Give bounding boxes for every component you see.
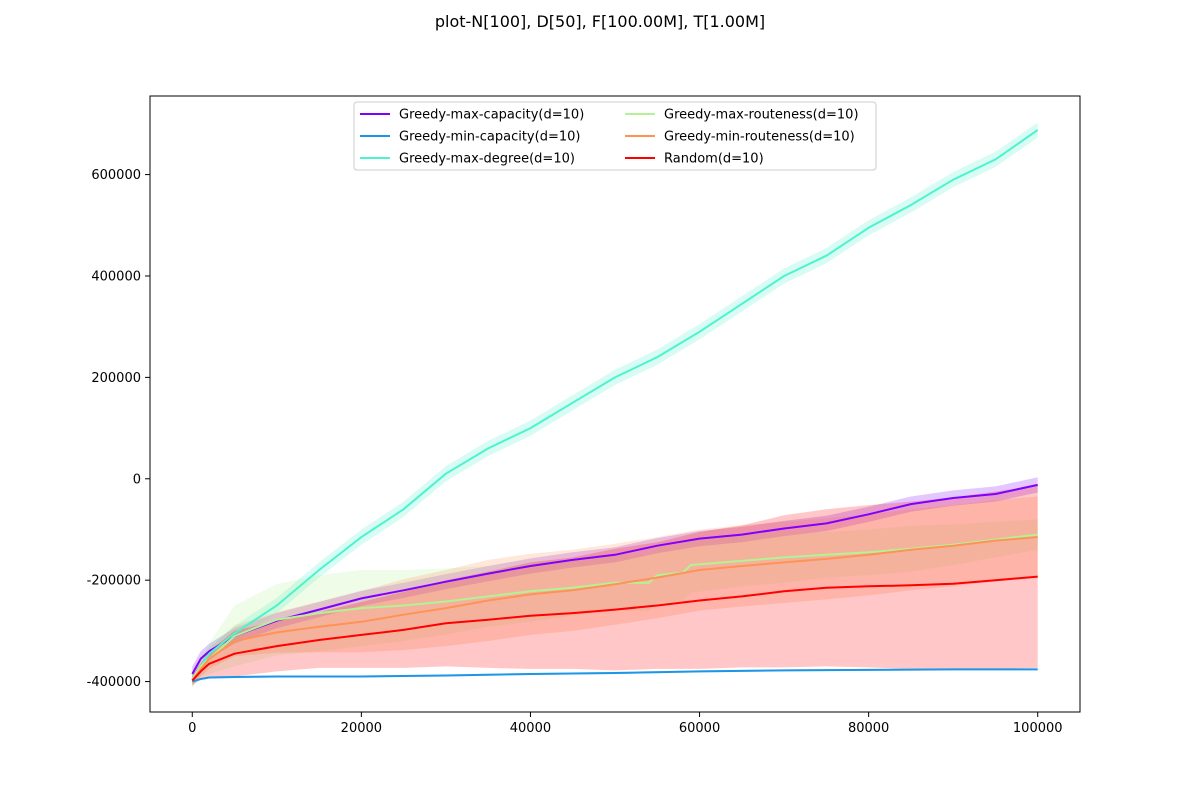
x-tick-label: 20000 bbox=[341, 721, 382, 736]
x-axis: 0 20000 40000 60000 80000 100000 bbox=[188, 712, 1063, 736]
confidence-bands bbox=[192, 122, 1038, 687]
legend-label-1: Greedy-min-capacity(d=10) bbox=[399, 130, 580, 145]
legend-label-3: Greedy-max-routeness(d=10) bbox=[664, 108, 859, 123]
series-band-3 bbox=[192, 519, 1038, 687]
series-line-1 bbox=[192, 668, 1038, 683]
x-tick-label: 60000 bbox=[679, 721, 720, 736]
series-band-0 bbox=[192, 477, 1038, 682]
x-tick-label: 0 bbox=[188, 721, 196, 736]
legend-label-0: Greedy-max-capacity(d=10) bbox=[399, 108, 584, 123]
x-tick-label: 100000 bbox=[1013, 721, 1063, 736]
x-tick-label: 40000 bbox=[510, 721, 551, 736]
series-line-5 bbox=[191, 575, 1038, 682]
legend: Greedy-max-capacity(d=10) Greedy-min-capa… bbox=[353, 101, 877, 171]
series-band-4 bbox=[192, 496, 1038, 686]
legend-label-5: Random(d=10) bbox=[664, 152, 764, 167]
y-tick-label: -200000 bbox=[87, 574, 141, 589]
y-tick-label: -400000 bbox=[87, 675, 141, 690]
series-line-3 bbox=[191, 533, 1038, 680]
series-band-5 bbox=[192, 485, 1038, 686]
legend-label-4: Greedy-min-routeness(d=10) bbox=[664, 130, 855, 145]
y-tick-label: 200000 bbox=[91, 371, 141, 386]
series-line-2 bbox=[191, 129, 1039, 680]
y-axis: -400000 -200000 0 200000 400000 600000 bbox=[87, 168, 150, 690]
plot-area-frame bbox=[149, 95, 1081, 713]
legend-box bbox=[353, 101, 877, 171]
y-tick-label: 400000 bbox=[91, 269, 141, 284]
legend-label-2: Greedy-max-degree(d=10) bbox=[399, 152, 575, 167]
x-tick-label: 80000 bbox=[848, 721, 889, 736]
y-tick-label: 600000 bbox=[91, 168, 141, 183]
series-lines bbox=[191, 129, 1039, 683]
chart-title: plot-N[100], D[50], F[100.00M], T[1.00M] bbox=[434, 12, 766, 31]
series-line-4 bbox=[191, 536, 1038, 682]
y-tick-label: 0 bbox=[133, 472, 141, 487]
